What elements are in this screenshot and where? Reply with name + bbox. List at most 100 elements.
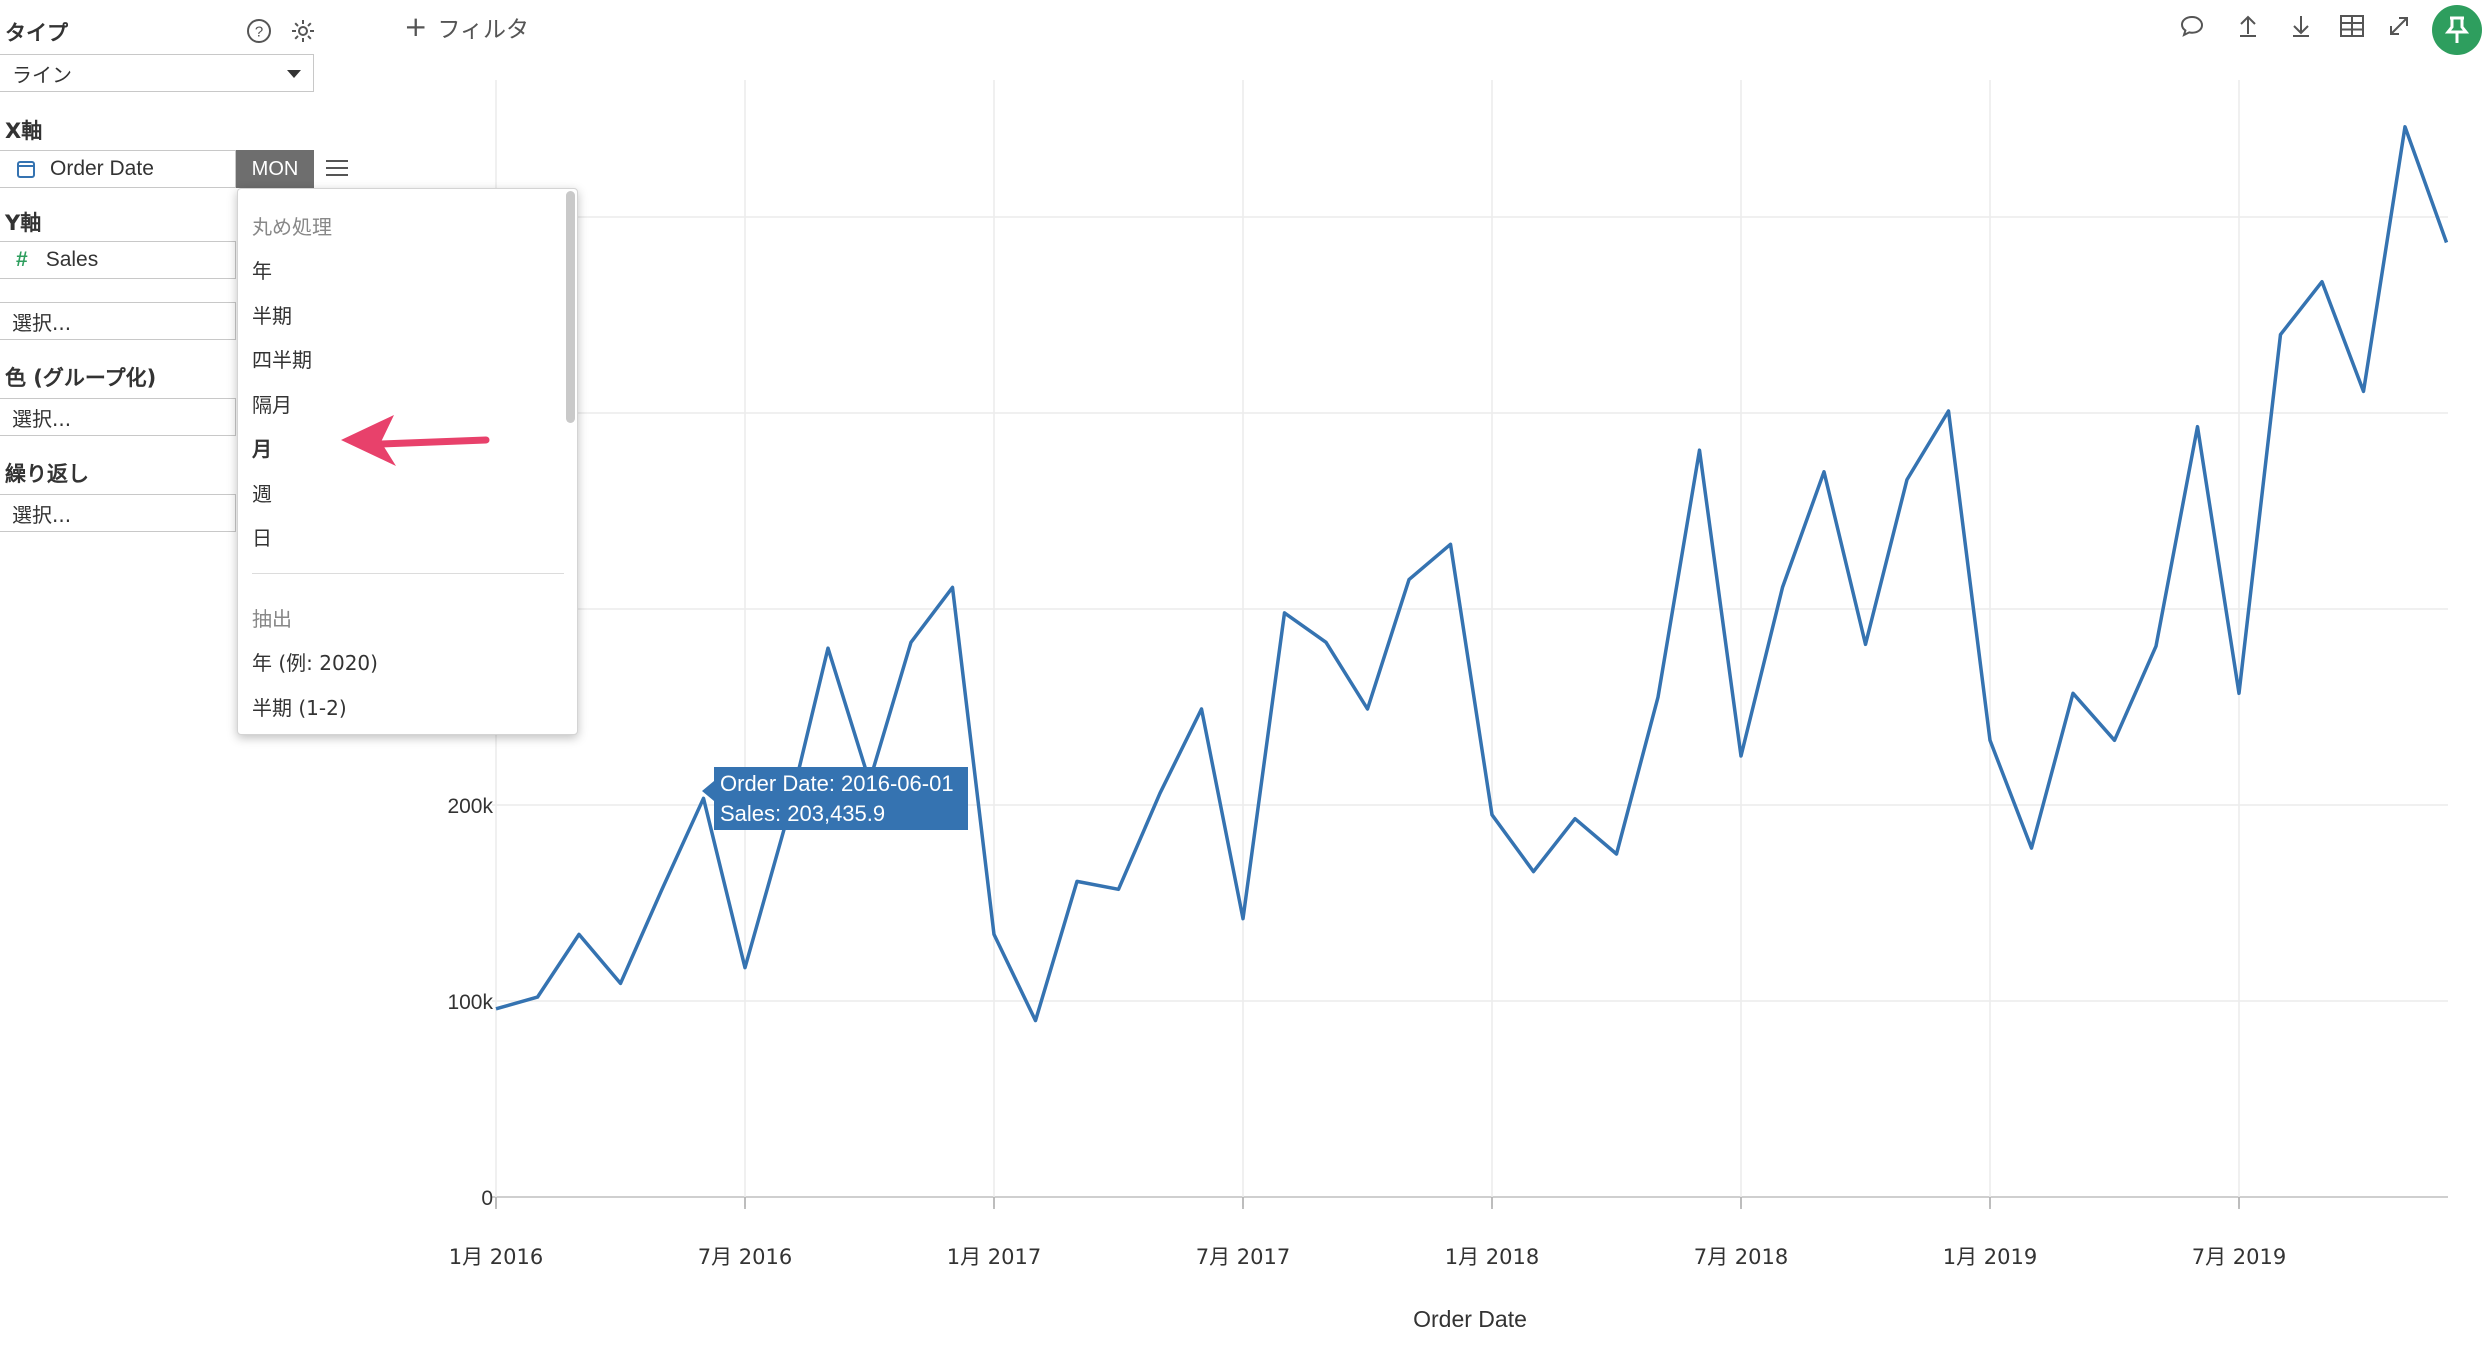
data-point[interactable] — [574, 929, 584, 939]
data-point[interactable] — [2400, 122, 2410, 132]
y-tick-label: 0 — [481, 1187, 493, 1210]
data-point[interactable] — [989, 929, 999, 939]
data-point[interactable] — [1736, 751, 1746, 761]
filter-label: フィルタ — [437, 17, 530, 43]
data-point[interactable] — [1072, 876, 1082, 886]
repeat-select[interactable]: 選択... — [0, 494, 236, 532]
extract-heading: 抽出 — [252, 607, 292, 631]
x-axis-title: Order Date — [1413, 1306, 1527, 1332]
help-icon[interactable]: ? — [244, 16, 274, 46]
x-tick-label: 1月 2019 — [1943, 1245, 2037, 1269]
download-icon[interactable] — [2285, 10, 2317, 42]
data-point[interactable] — [823, 643, 833, 653]
number-icon: # — [16, 248, 28, 271]
data-point[interactable] — [1861, 639, 1871, 649]
annotation-arrow-icon — [341, 415, 490, 466]
data-point[interactable] — [1819, 467, 1829, 477]
rounding-heading: 丸め処理 — [252, 215, 332, 239]
data-point[interactable] — [740, 963, 750, 973]
chart-type-select[interactable]: ライン — [0, 54, 314, 92]
x-tick-label: 1月 2017 — [947, 1245, 1041, 1269]
data-point[interactable] — [2276, 330, 2286, 340]
dropdown-scrollbar[interactable] — [566, 191, 575, 423]
gear-icon[interactable] — [288, 16, 318, 46]
comment-icon[interactable] — [2176, 10, 2208, 42]
data-point[interactable] — [616, 978, 626, 988]
data-tooltip: Order Date: 2016-06-01 Sales: 203,435.9 — [714, 767, 968, 830]
rounding-option[interactable]: 半期 — [252, 303, 292, 328]
data-point[interactable] — [1612, 849, 1622, 859]
data-point[interactable] — [1114, 884, 1124, 894]
data-point[interactable] — [1570, 814, 1580, 824]
data-point[interactable] — [2234, 688, 2244, 698]
data-point[interactable] — [1404, 575, 1414, 585]
data-point[interactable] — [1031, 1016, 1041, 1026]
data-point[interactable] — [1197, 704, 1207, 714]
data-point[interactable] — [1529, 867, 1539, 877]
x-axis-field-name: Order Date — [50, 157, 154, 180]
data-point[interactable] — [1487, 810, 1497, 820]
data-point[interactable] — [2442, 237, 2452, 247]
x-axis: 1月 2016 7月 2016 1月 2017 7月 2017 1月 2018 7月 20… — [449, 1197, 2286, 1269]
rounding-option[interactable]: 年 — [252, 259, 272, 283]
extract-option[interactable]: 半期 (1-2) — [252, 695, 347, 720]
data-point[interactable] — [1653, 692, 1663, 702]
expand-icon[interactable] — [2383, 10, 2415, 42]
data-point[interactable] — [1902, 475, 1912, 485]
upload-icon[interactable] — [2232, 10, 2264, 42]
menu-icon[interactable] — [324, 155, 350, 181]
data-point[interactable] — [2193, 422, 2203, 432]
data-point[interactable] — [491, 1004, 501, 1014]
rounding-option[interactable]: 四半期 — [252, 348, 312, 372]
data-point[interactable] — [1944, 406, 1954, 416]
tooltip-line-date: Order Date: 2016-06-01 — [720, 771, 954, 796]
y-axis-field-name: Sales — [45, 248, 99, 271]
rounding-option[interactable]: 週 — [252, 481, 272, 506]
x-tick-label: 7月 2019 — [2192, 1245, 2286, 1269]
tooltip-line-sales: Sales: 203,435.9 — [720, 801, 886, 826]
data-point[interactable] — [906, 637, 916, 647]
plus-icon: + — [404, 10, 428, 43]
date-rounding-dropdown: 丸め処理年半期四半期隔月月週日抽出年 (例: 2020) 半期 (1-2) — [237, 188, 578, 735]
data-point[interactable] — [657, 884, 667, 894]
data-point[interactable] — [1321, 637, 1331, 647]
x-axis-field[interactable]: Order Date — [0, 150, 236, 188]
x-tick-label: 7月 2018 — [1694, 1245, 1788, 1269]
rounding-option[interactable]: 月 — [252, 437, 272, 461]
rounding-option[interactable]: 隔月 — [252, 392, 292, 417]
data-point[interactable] — [1155, 788, 1165, 798]
extract-option[interactable]: 年 (例: 2020) — [252, 651, 378, 675]
data-point[interactable] — [1446, 539, 1456, 549]
data-point[interactable] — [2110, 735, 2120, 745]
data-point[interactable] — [1238, 914, 1248, 924]
data-point[interactable] — [2151, 641, 2161, 651]
chart-type-value: ライン — [12, 62, 72, 87]
svg-text:?: ? — [255, 24, 263, 41]
rounding-option[interactable]: 日 — [252, 526, 272, 550]
data-point[interactable] — [1695, 445, 1705, 455]
filter-button[interactable]: + フィルタ — [404, 10, 529, 44]
date-rounding-button[interactable]: MON — [236, 150, 314, 188]
x-axis-label: X軸 — [5, 119, 43, 143]
y-axis-extra-select[interactable]: 選択... — [0, 302, 236, 340]
data-point[interactable] — [1985, 735, 1995, 745]
data-point[interactable] — [1778, 582, 1788, 592]
pin-icon[interactable] — [2432, 5, 2482, 55]
x-tick-label: 1月 2016 — [449, 1245, 543, 1269]
data-point[interactable] — [2317, 277, 2327, 287]
data-point[interactable] — [533, 992, 543, 1002]
y-axis-field[interactable]: # Sales — [0, 241, 236, 279]
repeat-label: 繰り返し — [5, 462, 89, 486]
color-group-select[interactable]: 選択... — [0, 398, 236, 436]
data-point[interactable] — [2027, 843, 2037, 853]
type-label: タイプ — [5, 21, 68, 45]
sales-series-line[interactable] — [495, 125, 2449, 1023]
data-point[interactable] — [2068, 688, 2078, 698]
data-point[interactable] — [1280, 608, 1290, 618]
y-tick-label: 100k — [447, 991, 493, 1014]
data-point[interactable] — [1363, 704, 1373, 714]
data-point[interactable] — [2359, 386, 2369, 396]
data-point[interactable] — [948, 582, 958, 592]
table-icon[interactable] — [2336, 10, 2368, 42]
